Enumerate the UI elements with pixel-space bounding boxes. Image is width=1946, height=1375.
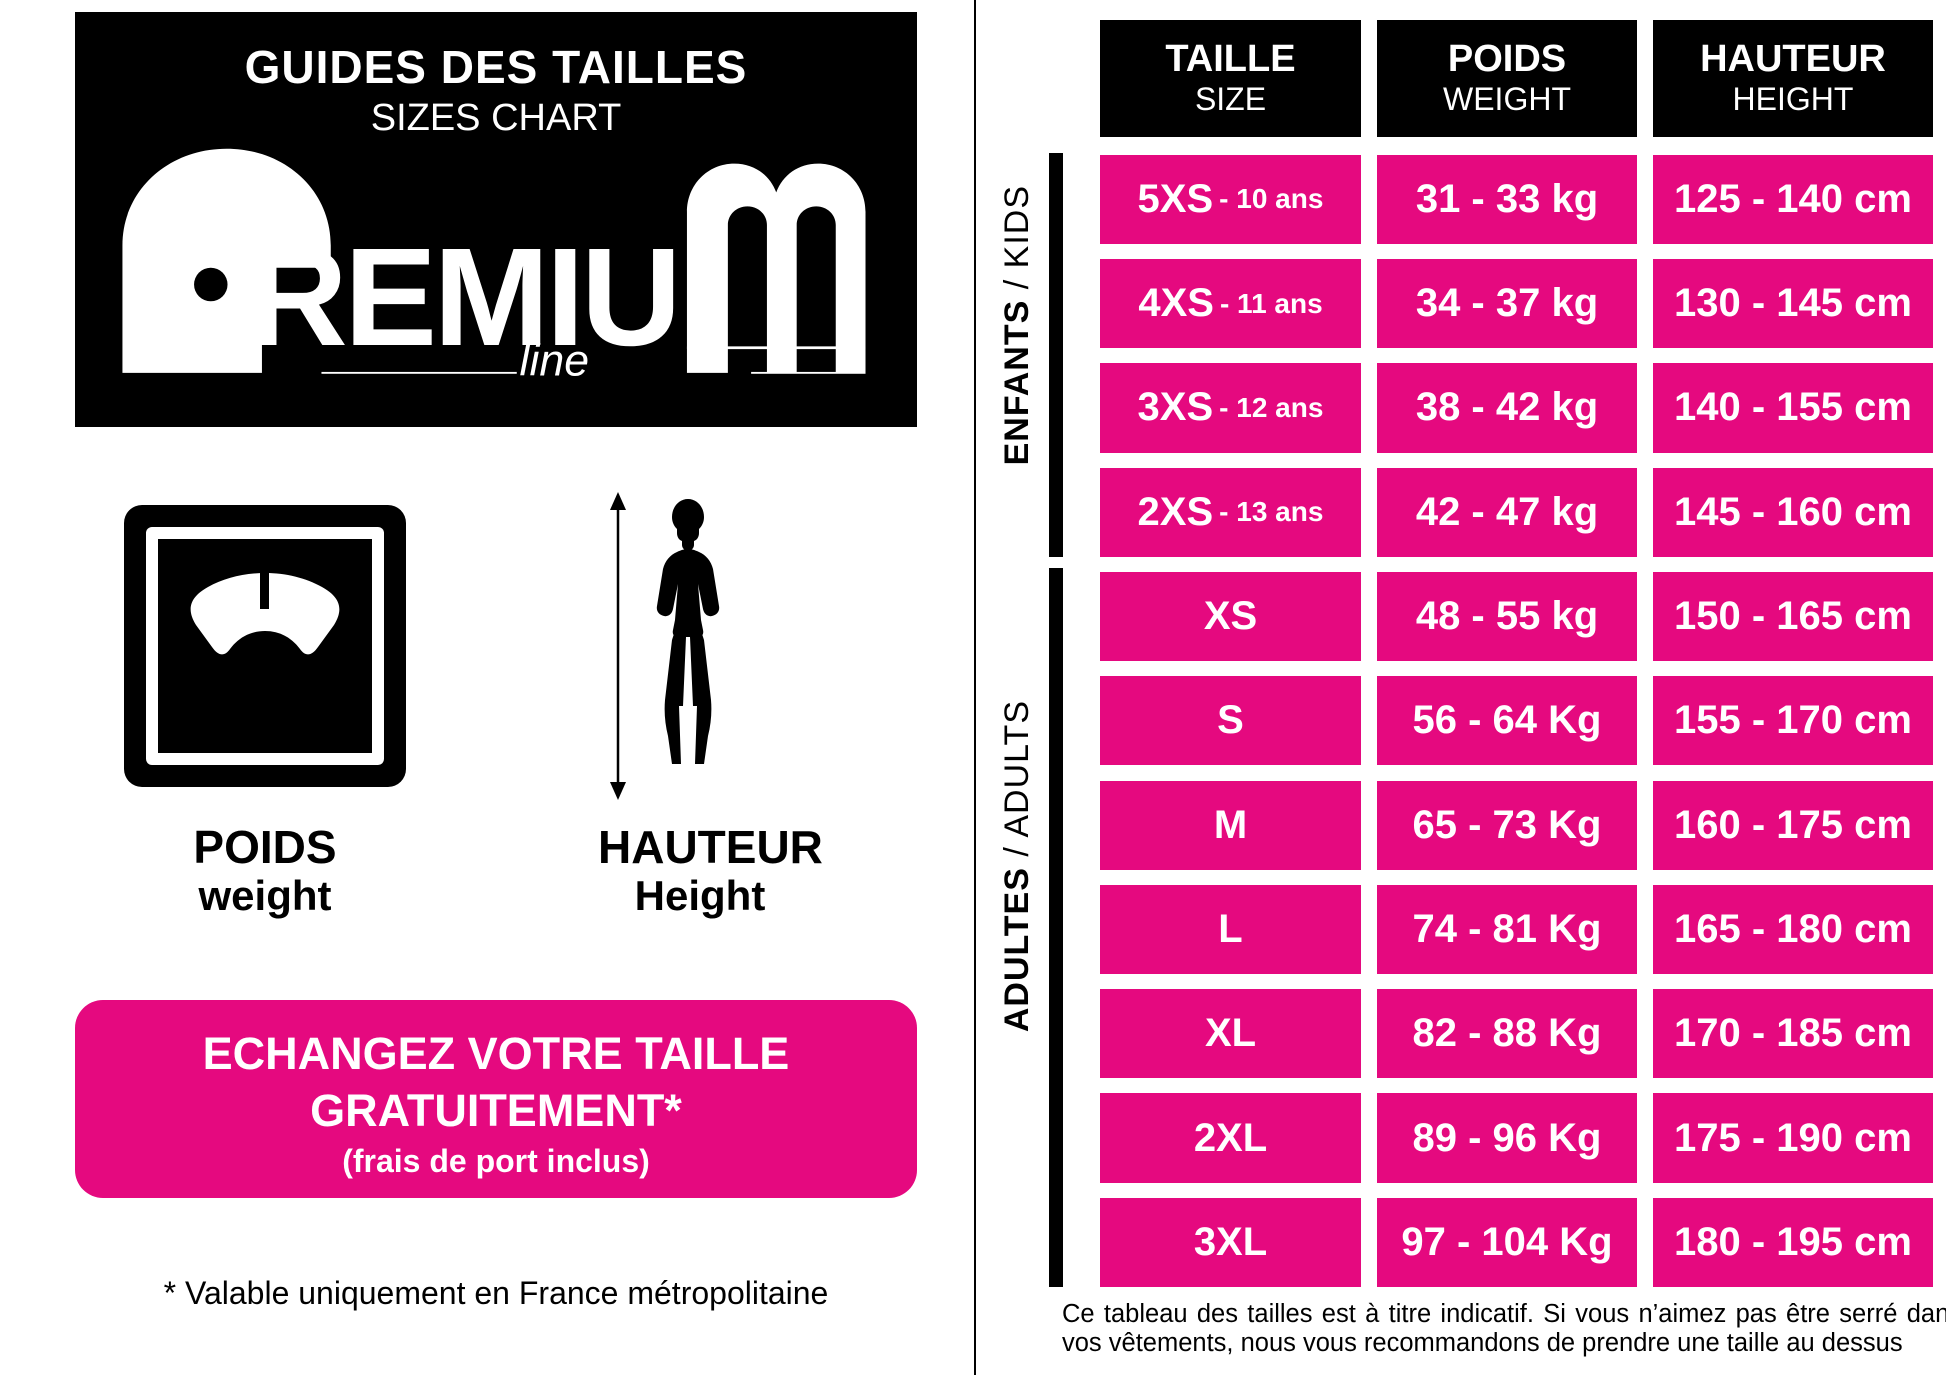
svg-text:REMIU: REMIU bbox=[247, 219, 678, 375]
